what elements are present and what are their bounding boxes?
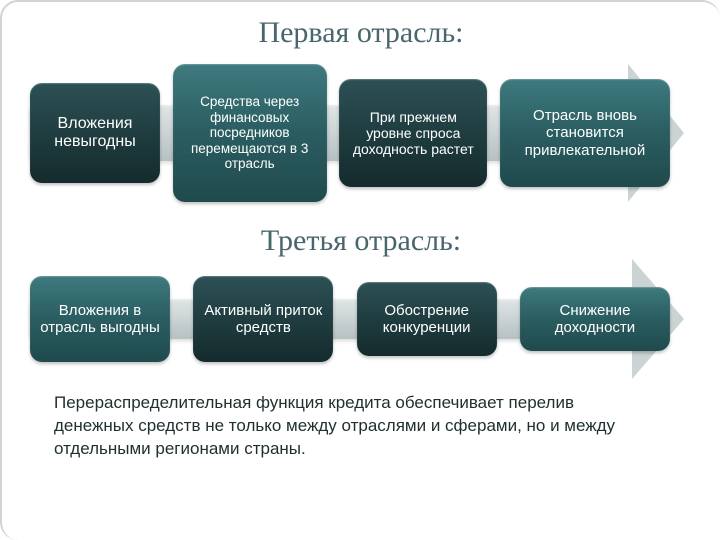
process-step: Вложения невыгодны (30, 83, 160, 183)
process-steps-first: Вложения невыгодныСредства через финансо… (30, 64, 670, 202)
process-step: При прежнем уровне спроса доходность рас… (339, 79, 487, 187)
process-step: Активный приток средств (193, 276, 333, 362)
process-step: Отрасль вновь становится привлекательной (500, 79, 670, 187)
slide-frame: Первая отрасль: Вложения невыгодныСредст… (0, 0, 720, 540)
footer-paragraph: Перераспределительная функция кредита об… (54, 392, 650, 461)
process-arrow-third: Вложения в отрасль выгодны Активный прито… (30, 274, 670, 364)
process-step: Обострение конкуренции (357, 282, 497, 356)
process-steps-third: Вложения в отрасль выгодны Активный прито… (30, 274, 670, 364)
process-step: Средства через финансовых посредников пе… (173, 64, 327, 202)
section-title-first: Первая отрасль: (2, 16, 720, 50)
process-arrow-first: Вложения невыгодныСредства через финансо… (30, 64, 670, 202)
process-step: Вложения в отрасль выгодны (30, 276, 170, 362)
process-step: Снижение доходности (520, 287, 670, 351)
section-title-third: Третья отрасль: (2, 224, 720, 258)
